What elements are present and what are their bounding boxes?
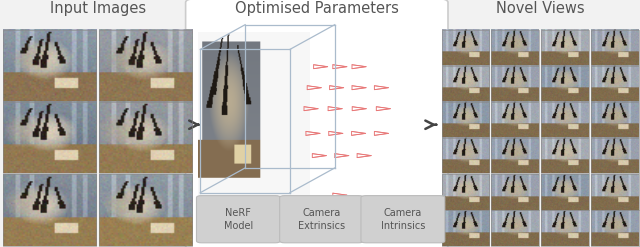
Bar [3,30,96,101]
Bar [442,174,490,210]
Bar [541,66,589,101]
Bar [541,174,589,210]
Bar [442,210,490,246]
Bar [442,66,490,101]
Bar [492,30,539,65]
Bar [99,30,192,101]
FancyBboxPatch shape [361,196,445,243]
Text: Input Images: Input Images [49,1,146,16]
Bar [541,138,589,173]
Bar [492,138,539,173]
Bar [591,102,639,137]
Bar [492,102,539,137]
FancyBboxPatch shape [280,196,364,243]
FancyBboxPatch shape [196,196,280,243]
Bar [492,174,539,210]
Text: Camera
Extrinsics: Camera Extrinsics [298,208,345,231]
Text: Novel Views: Novel Views [496,1,584,16]
Text: NeRF
Model: NeRF Model [224,208,253,231]
Bar [442,102,490,137]
Bar [541,30,589,65]
Bar [99,174,192,246]
Bar [591,174,639,210]
Bar [3,102,96,173]
Bar [591,210,639,246]
Bar [541,210,589,246]
Bar [442,30,490,65]
Text: Optimised Parameters: Optimised Parameters [235,1,399,16]
Bar [591,138,639,173]
Bar [3,174,96,246]
Bar [541,102,589,137]
Bar [591,30,639,65]
Bar [492,66,539,101]
Text: Camera
Intrinsics: Camera Intrinsics [381,208,425,231]
Bar [492,210,539,246]
Bar [442,138,490,173]
FancyBboxPatch shape [186,0,448,247]
Bar [591,66,639,101]
Bar [99,102,192,173]
